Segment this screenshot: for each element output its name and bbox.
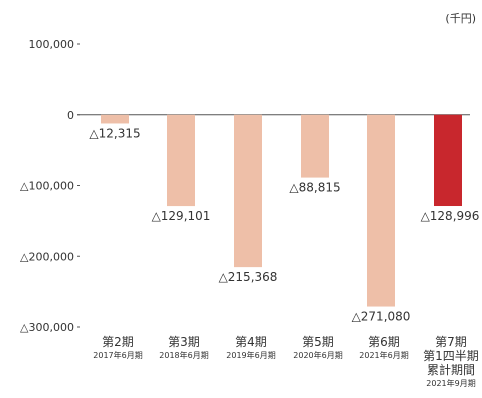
y-tick-label: △200,000 xyxy=(20,250,74,263)
category-label: 第6期 xyxy=(368,335,400,349)
bar-1 xyxy=(101,114,129,124)
category-label: 第2期 xyxy=(102,335,134,349)
category-label: 第4期 xyxy=(235,335,267,349)
bar-6 xyxy=(434,114,462,207)
y-tick-label: 0 xyxy=(67,109,74,122)
bar-3 xyxy=(234,114,262,268)
category-sublabel: 2017年6月期 xyxy=(93,350,142,360)
bars-group xyxy=(101,114,462,307)
data-label-2: △129,101 xyxy=(152,209,211,223)
category-label: 累計期間 xyxy=(427,362,475,377)
data-label-1: △12,315 xyxy=(89,126,140,140)
y-tick-label: △100,000 xyxy=(20,180,74,193)
category-label: 第5期 xyxy=(302,335,334,349)
category-label: 第3期 xyxy=(168,335,200,349)
y-tick-label: △300,000 xyxy=(20,321,74,334)
bar-5 xyxy=(367,114,395,307)
y-tick-label: 100,000 xyxy=(29,38,75,51)
data-label-3: △215,368 xyxy=(219,270,278,284)
data-label-5: △271,080 xyxy=(352,310,411,324)
category-label: 第7期 xyxy=(435,335,467,349)
unit-label: (千円) xyxy=(445,12,476,25)
data-label-6: △128,996 xyxy=(421,209,480,223)
bar-4 xyxy=(301,114,329,178)
category-sublabel: 2021年9月期 xyxy=(426,378,475,388)
bar-2 xyxy=(167,114,195,207)
category-sublabel: 2018年6月期 xyxy=(159,350,208,360)
category-sublabel: 2020年6月期 xyxy=(293,350,342,360)
data-labels-group: △12,315 △129,101 △215,368 △88,815 △271,080 △1… xyxy=(89,126,479,323)
y-axis: 100,000 0 △100,000 △200,000 △300,000 xyxy=(20,38,470,334)
category-sublabel: 2019年6月期 xyxy=(226,350,275,360)
category-label: 第1四半期 xyxy=(423,349,479,363)
category-sublabel: 2021年6月期 xyxy=(359,350,408,360)
data-label-4: △88,815 xyxy=(289,181,340,195)
